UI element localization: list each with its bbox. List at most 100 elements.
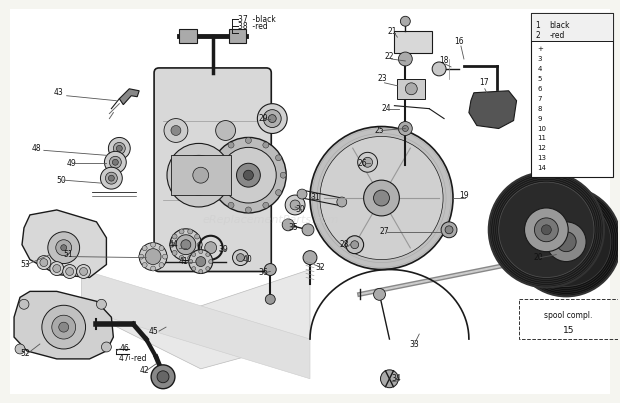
Bar [518,299,618,339]
Circle shape [159,263,164,268]
Circle shape [188,256,193,260]
Circle shape [151,266,156,271]
Text: 46: 46 [119,345,129,353]
Circle shape [164,118,188,142]
Text: 42: 42 [139,366,149,375]
Circle shape [236,253,244,262]
Circle shape [170,229,202,261]
Circle shape [179,256,184,260]
Text: 45: 45 [149,326,159,336]
Circle shape [302,224,314,236]
Circle shape [310,127,453,270]
Text: 49: 49 [67,159,76,168]
Circle shape [556,232,576,251]
Bar [229,29,246,43]
Text: 22: 22 [384,52,394,60]
Text: 25: 25 [374,126,384,135]
Circle shape [246,207,251,213]
Circle shape [104,152,126,173]
Text: 10: 10 [538,125,546,131]
Text: 39: 39 [219,245,228,254]
Text: 30: 30 [295,206,305,214]
Circle shape [546,222,586,262]
Circle shape [48,232,79,264]
Text: 3: 3 [538,56,542,62]
Circle shape [244,170,254,180]
Text: 23: 23 [378,74,387,83]
Circle shape [50,262,64,276]
Circle shape [402,125,409,131]
Text: 47 -red: 47 -red [119,354,147,364]
Text: 31: 31 [310,193,320,202]
Text: 48: 48 [32,144,42,153]
Text: -red: -red [549,31,565,40]
Text: 41: 41 [179,257,188,266]
Circle shape [37,256,51,270]
Circle shape [159,246,164,251]
Circle shape [290,200,300,210]
Circle shape [297,189,307,199]
Polygon shape [119,89,139,105]
Circle shape [145,249,161,264]
Circle shape [195,234,200,239]
Text: 6: 6 [538,86,542,92]
Circle shape [188,229,193,234]
Circle shape [263,142,269,148]
Circle shape [113,142,125,154]
Circle shape [108,137,130,159]
Circle shape [151,365,175,389]
Text: 14: 14 [538,165,546,171]
Text: 4: 4 [538,66,542,72]
Circle shape [53,264,61,272]
Circle shape [196,257,206,266]
Circle shape [100,167,122,189]
Text: 33: 33 [409,339,419,349]
Circle shape [179,229,184,234]
Circle shape [206,267,210,270]
Text: 17: 17 [479,78,489,87]
Circle shape [142,246,147,251]
Circle shape [206,253,210,257]
Circle shape [61,245,67,251]
Bar [397,79,425,99]
Circle shape [63,264,77,278]
Circle shape [199,270,203,274]
Circle shape [211,137,286,213]
Text: 1: 1 [536,21,540,30]
Bar [394,31,432,53]
Polygon shape [52,220,310,369]
Polygon shape [14,291,113,359]
Text: 43: 43 [54,88,63,97]
Text: +: + [538,46,543,52]
Circle shape [236,163,260,187]
Circle shape [320,137,443,260]
Circle shape [232,250,249,266]
Text: black: black [549,21,570,30]
Text: 32: 32 [315,263,325,272]
Circle shape [169,242,174,247]
Text: 52: 52 [20,349,30,358]
Circle shape [192,267,196,270]
Bar [171,155,231,195]
Circle shape [282,219,294,231]
Circle shape [79,268,87,276]
Polygon shape [469,91,516,129]
Bar [179,29,197,43]
Circle shape [351,241,358,249]
Text: 20: 20 [533,253,543,262]
Circle shape [363,180,399,216]
Circle shape [172,250,177,256]
Circle shape [405,83,417,95]
Circle shape [215,155,221,161]
Circle shape [264,264,277,276]
Circle shape [257,104,287,133]
Text: 51: 51 [64,250,73,259]
Text: eReplacementParts.com: eReplacementParts.com [202,215,339,225]
Circle shape [117,145,122,152]
Circle shape [77,264,91,278]
Circle shape [265,294,275,304]
Bar [531,13,613,41]
Text: 37  -black: 37 -black [239,15,277,24]
Circle shape [109,156,122,168]
Text: 11: 11 [538,135,546,141]
